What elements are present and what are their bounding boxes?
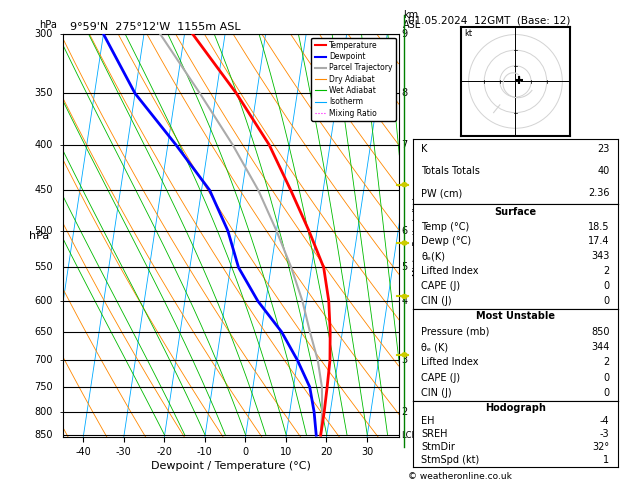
Text: 450: 450: [35, 185, 53, 195]
Text: 500: 500: [35, 226, 53, 236]
Text: 0: 0: [603, 388, 610, 398]
Text: EH: EH: [421, 416, 435, 426]
Text: 850: 850: [35, 430, 53, 440]
Text: © weatheronline.co.uk: © weatheronline.co.uk: [408, 472, 511, 481]
Text: 344: 344: [591, 342, 610, 352]
Text: 40: 40: [598, 166, 610, 176]
Text: Totals Totals: Totals Totals: [421, 166, 481, 176]
X-axis label: Dewpoint / Temperature (°C): Dewpoint / Temperature (°C): [151, 461, 311, 471]
Text: Temp (°C): Temp (°C): [421, 222, 470, 231]
Text: 850: 850: [591, 327, 610, 337]
Text: 5: 5: [401, 262, 408, 273]
Text: -3: -3: [600, 429, 610, 439]
Text: CAPE (J): CAPE (J): [421, 373, 460, 383]
Text: CAPE (J): CAPE (J): [421, 281, 460, 291]
Text: SREH: SREH: [421, 429, 448, 439]
Text: 2: 2: [401, 407, 408, 417]
Text: 550: 550: [34, 262, 53, 273]
Text: 3: 3: [401, 355, 407, 365]
Text: StmSpd (kt): StmSpd (kt): [421, 455, 480, 465]
Text: Most Unstable: Most Unstable: [476, 312, 555, 321]
Text: θₑ (K): θₑ (K): [421, 342, 448, 352]
Text: Hodograph: Hodograph: [485, 402, 546, 413]
Text: hPa: hPa: [40, 20, 57, 30]
Text: 2: 2: [603, 358, 610, 367]
Text: Lifted Index: Lifted Index: [421, 266, 479, 277]
Text: 2: 2: [603, 266, 610, 277]
Text: 17.4: 17.4: [588, 236, 610, 246]
Text: Mixing Ratio (g/kg): Mixing Ratio (g/kg): [413, 196, 423, 276]
Text: 32°: 32°: [593, 442, 610, 452]
Text: Surface: Surface: [494, 207, 537, 217]
Text: Lifted Index: Lifted Index: [421, 358, 479, 367]
Text: 600: 600: [35, 296, 53, 306]
Text: 2.36: 2.36: [588, 188, 610, 198]
Text: 350: 350: [35, 88, 53, 98]
Text: CIN (J): CIN (J): [421, 388, 452, 398]
Text: 18.5: 18.5: [588, 222, 610, 231]
Text: CIN (J): CIN (J): [421, 296, 452, 306]
Text: 9°59'N  275°12'W  1155m ASL: 9°59'N 275°12'W 1155m ASL: [63, 22, 240, 32]
Text: LCL: LCL: [401, 431, 416, 440]
Text: 4: 4: [401, 296, 407, 306]
Text: 0: 0: [603, 296, 610, 306]
Text: 0: 0: [603, 373, 610, 383]
Text: 300: 300: [35, 29, 53, 39]
Legend: Temperature, Dewpoint, Parcel Trajectory, Dry Adiabat, Wet Adiabat, Isotherm, Mi: Temperature, Dewpoint, Parcel Trajectory…: [311, 38, 396, 121]
Text: θₑ(K): θₑ(K): [421, 251, 445, 261]
Text: StmDir: StmDir: [421, 442, 455, 452]
Text: PW (cm): PW (cm): [421, 188, 463, 198]
Text: 650: 650: [35, 327, 53, 337]
Text: hPa: hPa: [29, 231, 50, 241]
Text: Pressure (mb): Pressure (mb): [421, 327, 490, 337]
Text: 23: 23: [597, 144, 610, 155]
Text: 9: 9: [401, 29, 407, 39]
Text: K: K: [421, 144, 428, 155]
Text: 6: 6: [401, 226, 407, 236]
Text: 750: 750: [34, 382, 53, 392]
Text: 800: 800: [35, 407, 53, 417]
Text: 343: 343: [591, 251, 610, 261]
Text: 400: 400: [35, 140, 53, 150]
Text: km
ASL: km ASL: [403, 10, 421, 30]
Text: kt: kt: [464, 29, 472, 38]
Text: -4: -4: [600, 416, 610, 426]
Text: Dewp (°C): Dewp (°C): [421, 236, 472, 246]
Text: 8: 8: [401, 88, 407, 98]
Text: 700: 700: [35, 355, 53, 365]
Text: 0: 0: [603, 281, 610, 291]
Text: 7: 7: [401, 140, 408, 150]
Text: 1: 1: [603, 455, 610, 465]
Text: 01.05.2024  12GMT  (Base: 12): 01.05.2024 12GMT (Base: 12): [408, 16, 570, 26]
